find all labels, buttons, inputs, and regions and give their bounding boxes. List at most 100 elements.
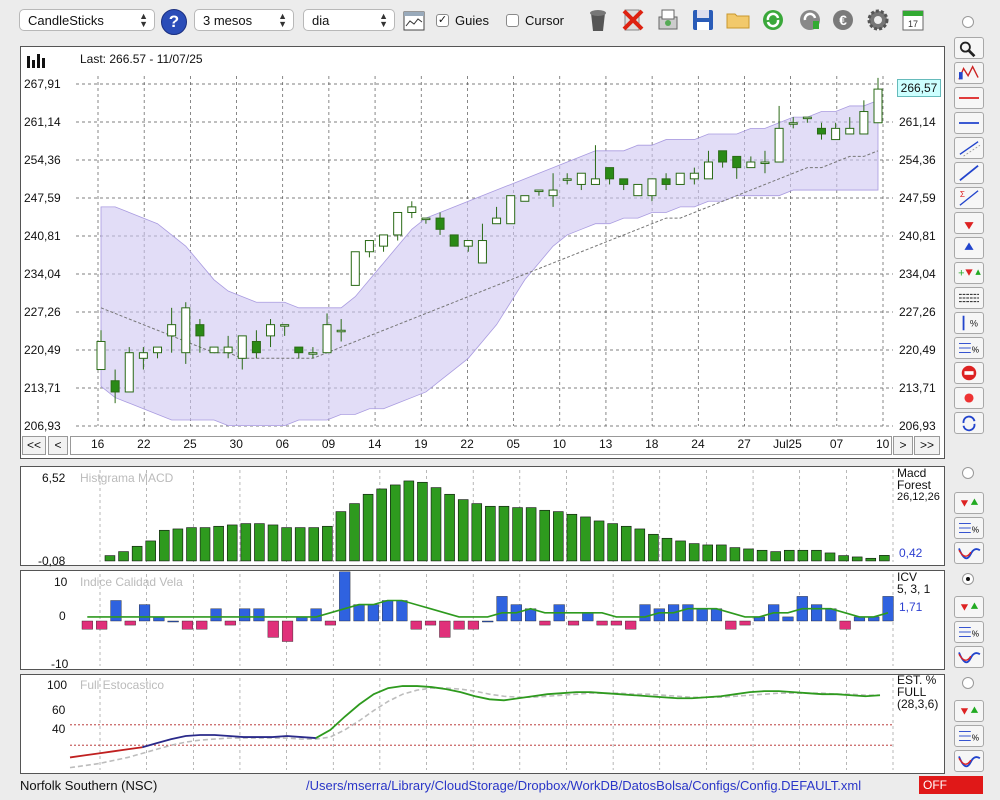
nav-prev-button[interactable]: < [48,436,68,455]
macd-list-percent-button[interactable]: % [954,517,984,539]
record-button[interactable] [954,387,984,409]
stoch-chart[interactable] [20,674,945,774]
nav-last-button[interactable]: >> [914,436,940,455]
macd-oscillator-button[interactable] [954,542,984,564]
horizontal-line-blue-button[interactable] [954,112,984,134]
stoch-legend-3: (28,3,6) [897,697,939,711]
gear-icon[interactable] [865,7,891,33]
refresh-icon[interactable] [760,7,786,33]
cursor-checkbox[interactable] [506,14,519,27]
macd-arrows-button[interactable] [954,492,984,514]
period-select[interactable]: 3 mesos ▲ ▼ [194,9,294,31]
open-folder-icon[interactable] [725,7,751,33]
icv-bar [567,620,580,626]
stoch-oscillator-button[interactable] [954,750,984,772]
chart-style-button[interactable] [954,62,984,84]
stoch-panel-radio[interactable] [962,677,974,689]
candle-body [379,234,389,247]
delete-icon[interactable] [620,7,646,33]
macd-bar [743,548,754,562]
candle-body [350,251,360,286]
icv-oscillator-button[interactable] [954,646,984,668]
stoch-list-percent-button[interactable]: % [954,725,984,747]
range-percent-button[interactable]: % [954,312,984,334]
macd-bar [824,552,836,562]
candle-body [689,172,699,180]
icv-bar [110,600,122,622]
horizontal-line-red-button[interactable] [954,87,984,109]
macd-bar [634,528,646,562]
stoch-y-60: 60 [52,703,66,717]
x-tick-label: 07 [829,437,844,451]
icv-bar [181,620,194,630]
icv-panel-radio[interactable] [962,573,974,585]
macd-bar [131,545,143,562]
price-panel-radio[interactable] [962,16,974,28]
svg-text:%: % [972,346,979,355]
macd-bar [213,525,224,562]
macd-bar [322,525,333,562]
icv-arrows-button[interactable] [954,596,984,618]
icv-bar [596,620,608,626]
nav-next-button[interactable]: > [893,436,913,455]
print-icon[interactable] [655,7,681,33]
horizontal-line-blue-icon [959,122,979,124]
icv-y-neg10: -10 [51,657,69,671]
bar-chart-icon [27,54,45,68]
icv-bar [167,620,179,623]
price-chart[interactable] [20,46,945,434]
save-icon[interactable] [690,7,716,33]
candle-body [167,324,177,337]
macd-legend-2: Forest [897,478,932,492]
zoom-button[interactable] [954,37,984,59]
x-tick-label: 14 [368,437,382,451]
y-tick-label: 254,36 [24,153,61,167]
candle-body [534,189,544,193]
macd-bar [797,549,809,562]
macd-bar [525,507,537,562]
x-tick-label: 09 [321,437,336,451]
guides-checkbox[interactable]: ✓ [436,14,449,27]
guides-label: Guies [455,13,489,28]
icv-chart[interactable] [20,570,945,670]
icv-bar [782,616,794,622]
cursor-label: Cursor [525,13,565,28]
trash-icon[interactable] [585,7,611,33]
trendline-channel-button[interactable] [954,137,984,159]
macd-bar [172,528,184,562]
interval-select[interactable]: dia ▲ ▼ [303,9,395,31]
currency-euro-icon[interactable]: € [830,7,856,33]
arrow-down-red-button[interactable] [954,212,984,234]
grid-lines-button[interactable] [954,287,984,309]
off-indicator[interactable]: OFF [919,776,983,794]
macd-legend-3: 26,12,26 [897,491,940,503]
macd-panel-radio[interactable] [962,467,974,479]
stop-button[interactable] [954,362,984,384]
stoch-arrows-button[interactable] [954,700,984,722]
trendline-button[interactable] [954,162,984,184]
reload-button[interactable] [954,412,984,434]
help-button[interactable]: ? [161,9,187,35]
arrow-up-blue-icon [964,242,974,250]
config-path-link[interactable]: /Users/mserra/Library/CloudStorage/Dropb… [306,778,862,793]
arrow-up-blue-button[interactable] [954,237,984,259]
candle-body [816,127,826,135]
macd-bar [403,480,415,562]
nav-first-button[interactable]: << [22,436,46,455]
sync-download-icon[interactable] [797,7,823,33]
x-tick-label: 25 [183,437,197,451]
add-arrows-button[interactable]: + [954,262,984,284]
candle-body [110,380,120,393]
list-percent-button[interactable]: % [954,337,984,359]
fibonacci-button[interactable]: Σ [954,187,984,209]
svg-text:Σ: Σ [960,190,965,199]
calendar-icon[interactable]: 17 [900,7,926,33]
x-tick-label: 18 [645,437,659,451]
macd-chart[interactable] [20,466,945,566]
chart-type-select[interactable]: CandleSticks ▲ ▼ [19,9,155,31]
icv-list-percent-button[interactable]: % [954,621,984,643]
candle-body [209,346,219,354]
chart-window-icon[interactable] [403,11,425,31]
time-scrollbar[interactable] [70,436,892,455]
last-price-label: Last: 266.57 - 11/07/25 [80,52,203,66]
